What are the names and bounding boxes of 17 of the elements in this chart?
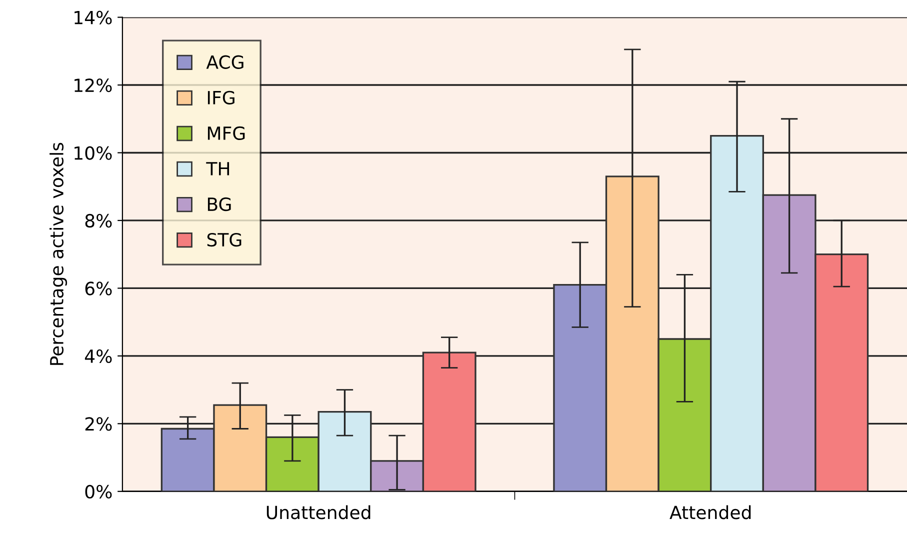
legend-label: ACG	[206, 55, 244, 69]
y-axis-title: Percentage active voxels	[50, 142, 68, 365]
y-tick-label: 10%	[74, 146, 112, 160]
x-tick-label: Unattended	[266, 505, 370, 520]
y-tick-label: 4%	[84, 349, 112, 364]
y-tick-label: 6%	[85, 282, 112, 296]
legend-label: STG	[207, 232, 242, 247]
y-tick-label: 8%	[85, 214, 112, 228]
legend-label: BG	[208, 197, 231, 212]
y-tick-label: 0%	[85, 484, 112, 499]
legend-label: IFG	[208, 90, 234, 104]
y-tick-label: 12%	[74, 78, 112, 92]
y-tick-label: 2%	[85, 417, 112, 431]
legend-label: MFG	[208, 126, 245, 140]
legend-label: TH	[206, 162, 230, 176]
x-tick-label: Attended	[670, 505, 751, 520]
y-tick-label: 14%	[74, 10, 112, 24]
